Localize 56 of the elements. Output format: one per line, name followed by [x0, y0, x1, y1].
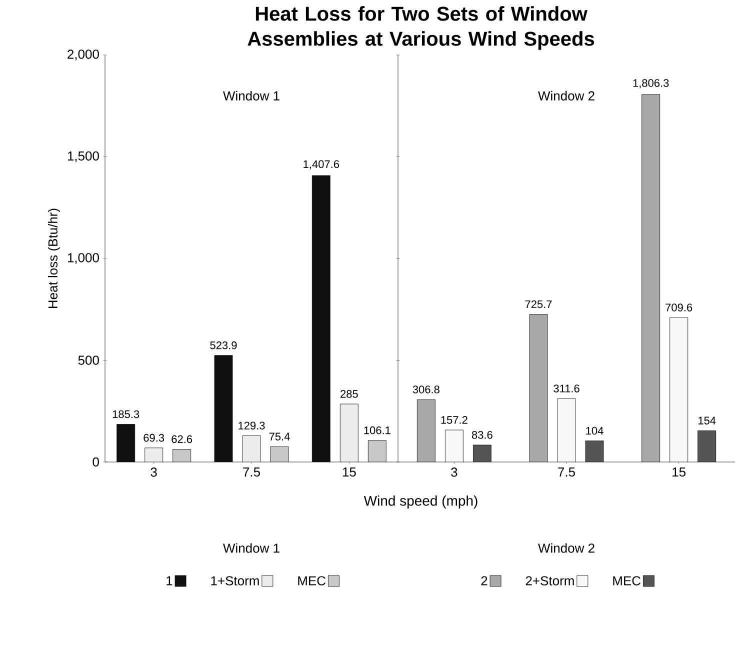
- data-label: 106.1: [364, 426, 390, 434]
- data-label: 129.3: [238, 422, 265, 430]
- legend-label: 1: [166, 576, 172, 586]
- legend-label: 1+Storm: [211, 576, 259, 586]
- x-tick-label: 3: [150, 468, 157, 477]
- x-tick-label: 3: [451, 468, 458, 477]
- bar: [417, 400, 436, 462]
- data-label: 83.6: [472, 431, 492, 439]
- bar: [312, 175, 330, 462]
- data-label: 285: [340, 390, 358, 398]
- legend-label: 2: [481, 576, 488, 586]
- data-label: 523.9: [210, 341, 237, 350]
- annotation: Window 2: [538, 90, 594, 100]
- data-label: 104: [586, 426, 604, 435]
- data-label: 157.2: [441, 416, 468, 424]
- y-tick-label: 2,000: [68, 50, 99, 60]
- y-tick-label: 0: [92, 457, 99, 467]
- bar: [368, 440, 386, 462]
- bar: [144, 448, 163, 462]
- data-label: 62.6: [172, 435, 192, 444]
- chart-title: Heat Loss for Two Sets of Window Assemblies at Various Wind Speeds: [248, 6, 594, 50]
- y-tick-label: 500: [78, 356, 99, 365]
- bar: [586, 440, 604, 462]
- data-label: 75.4: [269, 432, 290, 440]
- bar: [242, 436, 260, 462]
- x-tick-label: 7.5: [558, 468, 575, 477]
- bar: [473, 444, 492, 462]
- bar: [530, 314, 548, 462]
- legend-title: Window 1: [223, 543, 280, 553]
- bar: [642, 94, 660, 462]
- y-axis-title: Heat loss (Btu/hr): [48, 208, 60, 308]
- x-tick-label: 15: [342, 468, 356, 477]
- y-tick-label: 1,500: [68, 151, 99, 162]
- bar: [172, 449, 191, 462]
- legend-label: 2+Storm: [526, 576, 574, 586]
- data-label: 154: [698, 416, 716, 424]
- bar: [340, 404, 358, 462]
- bar: [698, 430, 716, 462]
- x-tick-label: 15: [672, 468, 686, 477]
- x-tick-label: 7.5: [243, 468, 260, 477]
- data-label: 725.7: [525, 300, 552, 308]
- data-label: 709.6: [666, 304, 692, 312]
- data-label: 311.6: [554, 384, 580, 392]
- data-label: 69.3: [144, 434, 164, 442]
- bar: [214, 355, 233, 462]
- annotation: Window 1: [223, 90, 280, 100]
- bar: [116, 424, 135, 462]
- data-label: 185.3: [112, 410, 140, 418]
- data-label: 1,806.3: [633, 79, 669, 88]
- legend-label: MEC: [613, 576, 641, 586]
- legend-title: Window 2: [538, 543, 594, 553]
- x-axis-title: Wind speed (mph): [364, 495, 478, 509]
- data-label: 306.8: [412, 386, 440, 394]
- legend-label: MEC: [298, 576, 326, 586]
- data-label: 1,407.6: [304, 160, 340, 170]
- y-tick-label: 1,000: [68, 253, 99, 264]
